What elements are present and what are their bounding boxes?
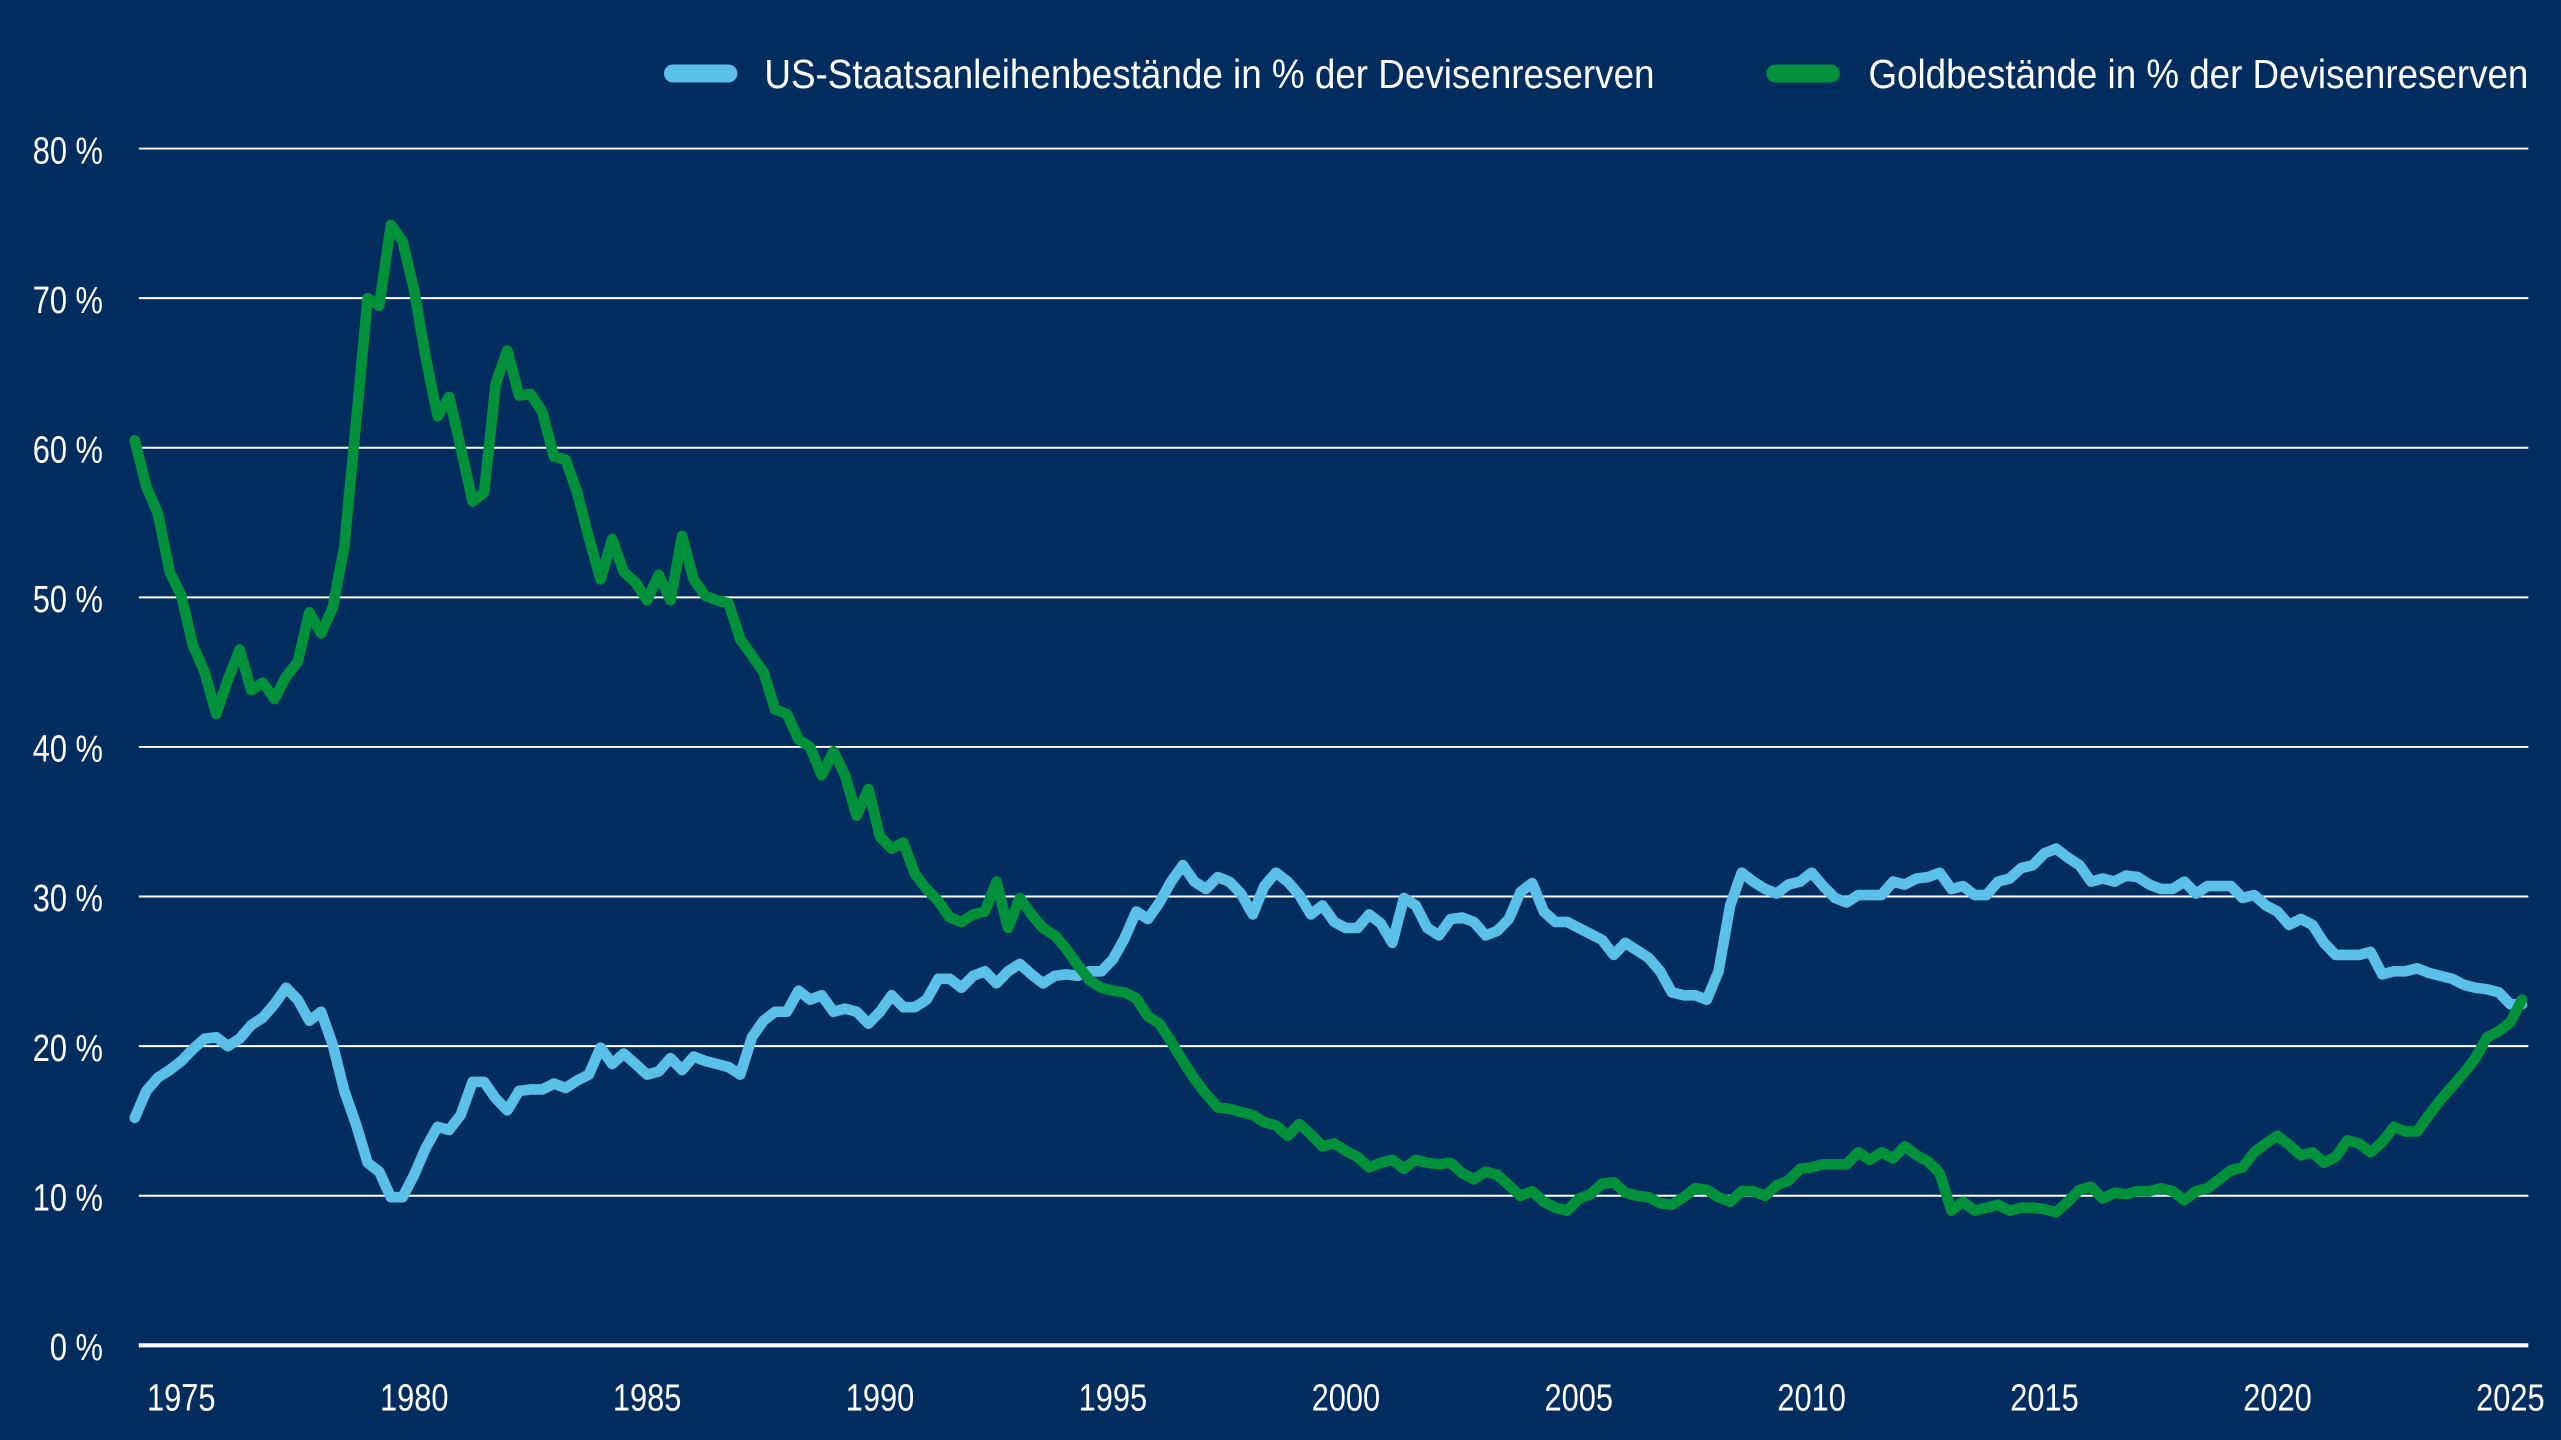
gridlines [138,147,2529,1348]
x-tick-label: 1985 [613,1378,682,1420]
y-axis-ticks: 0 % 10 % 20 % 30 % 40 % 50 % 60 % 70 % 80 % [33,130,103,1368]
x-tick-label: 1975 [147,1378,216,1420]
x-tick-label: 1995 [1079,1378,1148,1420]
x-tick-label: 2020 [2243,1378,2312,1420]
legend-item-gold[interactable]: Goldbestände in % der Devisenreserven [1766,51,2528,97]
x-tick-label: 2025 [2476,1378,2545,1420]
x-tick-label: 2010 [1777,1378,1846,1420]
y-tick-label: 20 % [33,1028,103,1070]
y-tick-label: 30 % [33,878,103,920]
x-tick-label: 2005 [1544,1378,1613,1420]
legend-label-gold: Goldbestände in % der Devisenreserven [1868,51,2528,97]
y-tick-label: 80 % [33,130,103,172]
x-tick-label: 2015 [2010,1378,2079,1420]
y-tick-label: 60 % [33,430,103,472]
x-tick-label: 1990 [846,1378,915,1420]
y-tick-label: 40 % [33,729,103,771]
series-line-gold [129,219,2528,1218]
y-tick-label: 50 % [33,579,103,621]
x-tick-label: 1980 [380,1378,449,1420]
legend: US-Staatsanleihenbestände in % der Devis… [663,51,2528,97]
legend-label-us-treasuries: US-Staatsanleihenbestände in % der Devis… [764,51,1654,97]
series-lines [129,219,2528,1218]
x-axis-ticks: 1975 1980 1985 1990 1995 2000 2005 2010 2015 2020… [147,1378,2545,1420]
y-tick-label: 10 % [33,1178,103,1220]
series-line-us-treasuries [129,843,2528,1203]
y-tick-label: 0 % [50,1327,103,1369]
y-tick-label: 70 % [33,280,103,322]
x-tick-label: 2000 [1312,1378,1381,1420]
legend-item-us-treasuries[interactable]: US-Staatsanleihenbestände in % der Devis… [663,51,1655,97]
